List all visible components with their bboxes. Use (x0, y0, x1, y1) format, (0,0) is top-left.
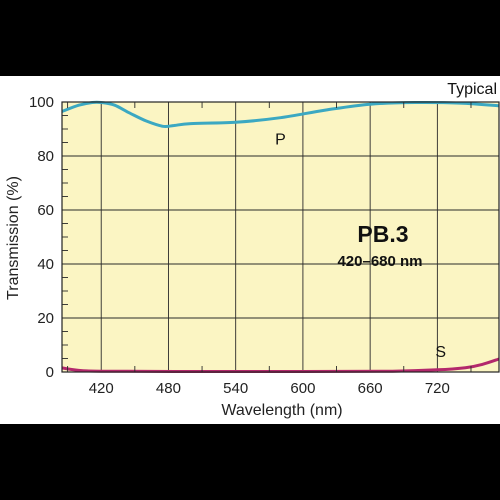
y-tick-label: 100 (29, 94, 54, 111)
x-tick-label: 720 (425, 380, 450, 397)
y-axis-title: Transmission (%) (5, 176, 22, 300)
ticks: 420 480 540 600 660 720 0 20 40 60 80 100 (29, 94, 472, 397)
y-tick-label: 40 (37, 256, 54, 273)
y-tick-label: 80 (37, 148, 54, 165)
plot-area (62, 102, 499, 372)
y-tick-label: 20 (37, 310, 54, 327)
x-tick-label: 420 (89, 380, 114, 397)
x-tick-label: 600 (290, 380, 315, 397)
y-tick-label: 60 (37, 202, 54, 219)
series-label-p: P (275, 131, 286, 148)
x-tick-label: 480 (156, 380, 181, 397)
chart-title: PB.3 (357, 221, 408, 247)
x-axis-title: Wavelength (nm) (221, 402, 342, 419)
x-tick-label: 660 (358, 380, 383, 397)
corner-label: Typical (447, 81, 497, 98)
chart-subtitle: 420–680 nm (337, 253, 422, 270)
series-label-s: S (435, 344, 446, 361)
y-tick-label: 0 (46, 364, 54, 381)
x-tick-label: 540 (223, 380, 248, 397)
